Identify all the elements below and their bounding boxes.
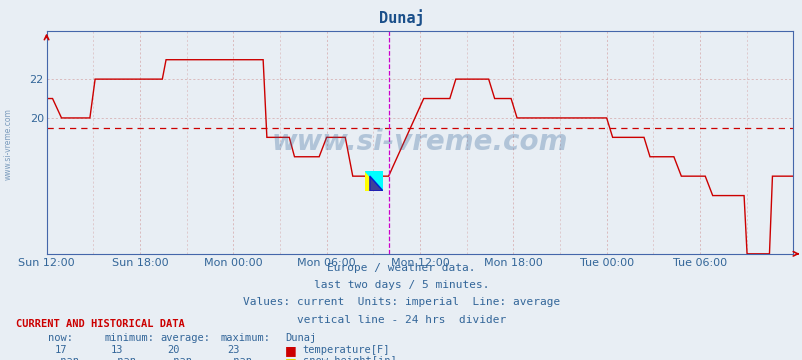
Text: Dunaj: Dunaj	[285, 333, 316, 343]
Text: snow height[in]: snow height[in]	[302, 356, 396, 360]
Text: average:: average:	[160, 333, 210, 343]
Text: 13: 13	[111, 345, 124, 355]
Text: Europe / weather data.: Europe / weather data.	[327, 263, 475, 273]
Text: www.si-vreme.com: www.si-vreme.com	[3, 108, 13, 180]
Text: 20: 20	[167, 345, 180, 355]
Text: ■: ■	[285, 345, 297, 357]
Polygon shape	[365, 171, 383, 191]
Polygon shape	[365, 171, 383, 191]
Text: CURRENT AND HISTORICAL DATA: CURRENT AND HISTORICAL DATA	[16, 319, 184, 329]
Text: -nan: -nan	[167, 356, 192, 360]
Text: minimum:: minimum:	[104, 333, 154, 343]
Text: -nan: -nan	[55, 356, 79, 360]
Text: 17: 17	[55, 345, 67, 355]
Text: vertical line - 24 hrs  divider: vertical line - 24 hrs divider	[297, 315, 505, 325]
Text: maximum:: maximum:	[221, 333, 270, 343]
Text: 23: 23	[227, 345, 240, 355]
Text: temperature[F]: temperature[F]	[302, 345, 390, 355]
Text: Dunaj: Dunaj	[379, 9, 423, 26]
Text: www.si-vreme.com: www.si-vreme.com	[271, 128, 568, 156]
Text: now:: now:	[48, 333, 73, 343]
Text: ■: ■	[285, 356, 297, 360]
Text: -nan: -nan	[227, 356, 252, 360]
Text: -nan: -nan	[111, 356, 136, 360]
Text: Values: current  Units: imperial  Line: average: Values: current Units: imperial Line: av…	[242, 297, 560, 307]
Text: last two days / 5 minutes.: last two days / 5 minutes.	[314, 280, 488, 290]
Polygon shape	[369, 176, 383, 191]
